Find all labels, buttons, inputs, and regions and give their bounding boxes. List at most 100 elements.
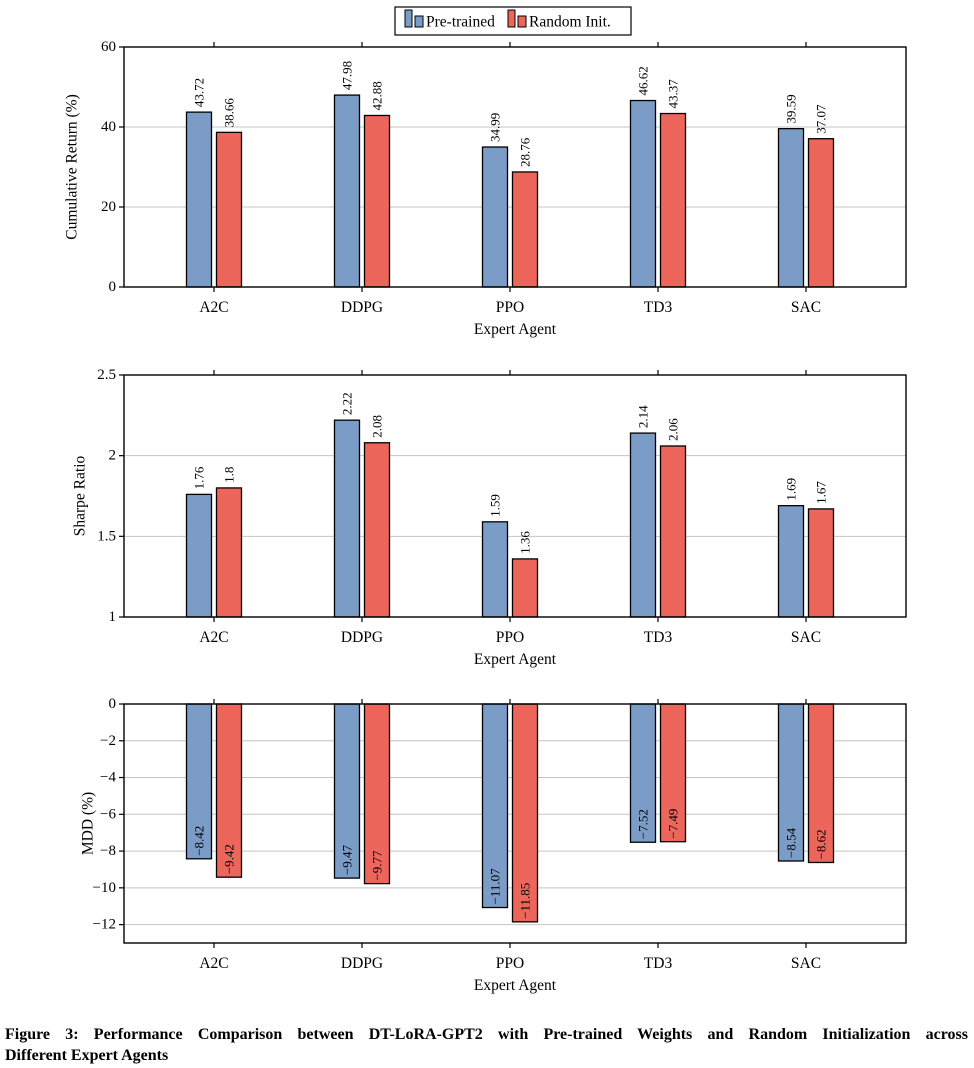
value-label-pre-trained-td3: 2.14 bbox=[636, 405, 651, 428]
y-tick-label: −8 bbox=[100, 843, 116, 859]
x-category-label: TD3 bbox=[644, 955, 673, 972]
legend-item-random-init: Random Init. bbox=[507, 9, 611, 31]
y-axis-title: Sharpe Ratio bbox=[72, 456, 89, 537]
value-label-random-init-ddpg: 42.88 bbox=[370, 81, 385, 110]
bar-random-init-ppo bbox=[511, 558, 539, 618]
value-label-pre-trained-a2c: 43.72 bbox=[192, 78, 207, 107]
legend-bar-icon bbox=[517, 15, 527, 28]
y-tick-label: −2 bbox=[100, 733, 116, 749]
x-category-label: DDPG bbox=[341, 955, 383, 972]
bar-pre-trained-sac bbox=[777, 505, 805, 618]
x-category-label: PPO bbox=[496, 955, 524, 972]
caption-line-2: Different Expert Agents bbox=[5, 1047, 169, 1064]
bar-pre-trained-ppo bbox=[481, 703, 509, 909]
bar-random-init-sac bbox=[807, 703, 835, 864]
bar-pre-trained-sac bbox=[777, 703, 805, 862]
plot-box bbox=[123, 374, 907, 618]
x-category-label: A2C bbox=[199, 629, 228, 646]
plot-box bbox=[123, 703, 907, 944]
y-tick-label: 2.5 bbox=[97, 367, 116, 383]
bar-random-init-a2c bbox=[215, 703, 243, 878]
y-tick-label: 0 bbox=[109, 279, 117, 295]
x-category-label: PPO bbox=[496, 629, 524, 646]
y-tick-label: −10 bbox=[93, 880, 116, 896]
x-category-label: SAC bbox=[791, 955, 821, 972]
y-tick-label: 40 bbox=[101, 119, 116, 135]
x-axis-title: Expert Agent bbox=[474, 321, 557, 338]
bar-pre-trained-a2c bbox=[185, 111, 213, 288]
legend-label: Random Init. bbox=[529, 14, 611, 31]
legend: Pre-trained Random Init. bbox=[394, 6, 632, 36]
y-tick-label: −4 bbox=[100, 770, 116, 786]
value-label-pre-trained-ppo: 34.99 bbox=[488, 113, 503, 142]
legend-bar-icon bbox=[414, 15, 424, 28]
y-tick-label: 20 bbox=[101, 199, 116, 215]
value-label-random-init-a2c: 1.8 bbox=[222, 467, 237, 483]
bar-pre-trained-a2c bbox=[185, 493, 213, 618]
x-category-label: TD3 bbox=[644, 629, 673, 646]
value-label-pre-trained-ppo: −11.07 bbox=[488, 868, 503, 905]
bar-random-init-a2c bbox=[215, 487, 243, 618]
value-label-pre-trained-td3: −7.52 bbox=[636, 809, 651, 839]
value-label-random-init-a2c: −9.42 bbox=[222, 844, 237, 874]
value-label-random-init-td3: 43.37 bbox=[666, 79, 681, 109]
caption-line-1: Figure 3: Performance Comparison between… bbox=[5, 1026, 968, 1043]
value-label-random-init-ppo: 1.36 bbox=[518, 531, 533, 554]
x-category-label: A2C bbox=[199, 955, 228, 972]
y-tick-label: 2 bbox=[109, 448, 117, 464]
value-label-pre-trained-sac: 1.69 bbox=[784, 478, 799, 501]
value-label-pre-trained-ddpg: 47.98 bbox=[340, 61, 355, 90]
bar-pre-trained-sac bbox=[777, 127, 805, 288]
x-axis-title: Expert Agent bbox=[474, 977, 557, 994]
value-label-pre-trained-sac: −8.54 bbox=[784, 827, 799, 858]
bar-random-init-td3 bbox=[659, 112, 687, 288]
x-category-label: DDPG bbox=[341, 299, 383, 316]
value-label-pre-trained-a2c: 1.76 bbox=[192, 466, 207, 489]
bar-random-init-ddpg bbox=[363, 442, 391, 618]
bar-pre-trained-a2c bbox=[185, 703, 213, 860]
bar-pre-trained-ppo bbox=[481, 521, 509, 618]
x-category-label: SAC bbox=[791, 629, 821, 646]
bar-random-init-sac bbox=[807, 138, 835, 288]
bar-charts-canvas: Pre-trained Random Init. 43.72 47.98 34.99 46… bbox=[64, 6, 907, 994]
y-tick-label: 60 bbox=[101, 39, 116, 55]
y-axis-title: MDD (%) bbox=[80, 792, 97, 855]
x-axis-title: Expert Agent bbox=[474, 651, 557, 668]
value-label-random-init-ppo: −11.85 bbox=[518, 883, 533, 919]
x-category-label: SAC bbox=[791, 299, 821, 316]
value-label-random-init-sac: 37.07 bbox=[814, 104, 829, 134]
value-label-random-init-ddpg: −9.77 bbox=[370, 850, 385, 881]
value-label-pre-trained-a2c: −8.42 bbox=[192, 826, 207, 856]
value-label-pre-trained-ddpg: 2.22 bbox=[340, 392, 355, 415]
x-category-label: PPO bbox=[496, 299, 524, 316]
bar-random-init-ddpg bbox=[363, 703, 391, 885]
chart-cumulative-return: 43.72 47.98 34.99 46.62 39.59 38.66 42.88 28.76… bbox=[64, 39, 907, 338]
value-label-random-init-td3: 2.06 bbox=[666, 418, 681, 441]
bar-pre-trained-ddpg bbox=[333, 419, 361, 618]
bar-pre-trained-td3 bbox=[629, 703, 657, 843]
legend-label: Pre-trained bbox=[426, 14, 495, 31]
value-label-pre-trained-ddpg: −9.47 bbox=[340, 845, 355, 876]
y-tick-label: −12 bbox=[93, 917, 116, 933]
value-label-pre-trained-ppo: 1.59 bbox=[488, 494, 503, 517]
bar-random-init-ppo bbox=[511, 703, 539, 923]
chart-mdd: −8.42 −9.47 −11.07 −7.52 −8.54 −9.42 −9.77 −11.… bbox=[80, 696, 907, 994]
value-label-pre-trained-sac: 39.59 bbox=[784, 94, 799, 123]
bar-pre-trained-td3 bbox=[629, 432, 657, 618]
y-axis-title: Cumulative Return (%) bbox=[64, 94, 81, 240]
bar-random-init-ddpg bbox=[363, 114, 391, 288]
x-category-label: DDPG bbox=[341, 629, 383, 646]
legend-bar-icon bbox=[404, 9, 413, 28]
value-label-random-init-sac: −8.62 bbox=[814, 829, 829, 859]
bar-pre-trained-ppo bbox=[481, 146, 509, 288]
plot-box bbox=[123, 46, 907, 288]
legend-bar-icon bbox=[507, 9, 516, 28]
value-label-random-init-ddpg: 2.08 bbox=[370, 415, 385, 438]
legend-item-pre-trained: Pre-trained bbox=[404, 9, 495, 31]
x-category-label: TD3 bbox=[644, 299, 673, 316]
y-tick-label: −6 bbox=[100, 806, 116, 822]
bar-random-init-sac bbox=[807, 508, 835, 618]
x-category-label: A2C bbox=[199, 299, 228, 316]
chart-sharpe-ratio: 1.76 2.22 1.59 2.14 1.69 1.8 2.08 1.36 2.06 1.67 1… bbox=[72, 367, 907, 668]
